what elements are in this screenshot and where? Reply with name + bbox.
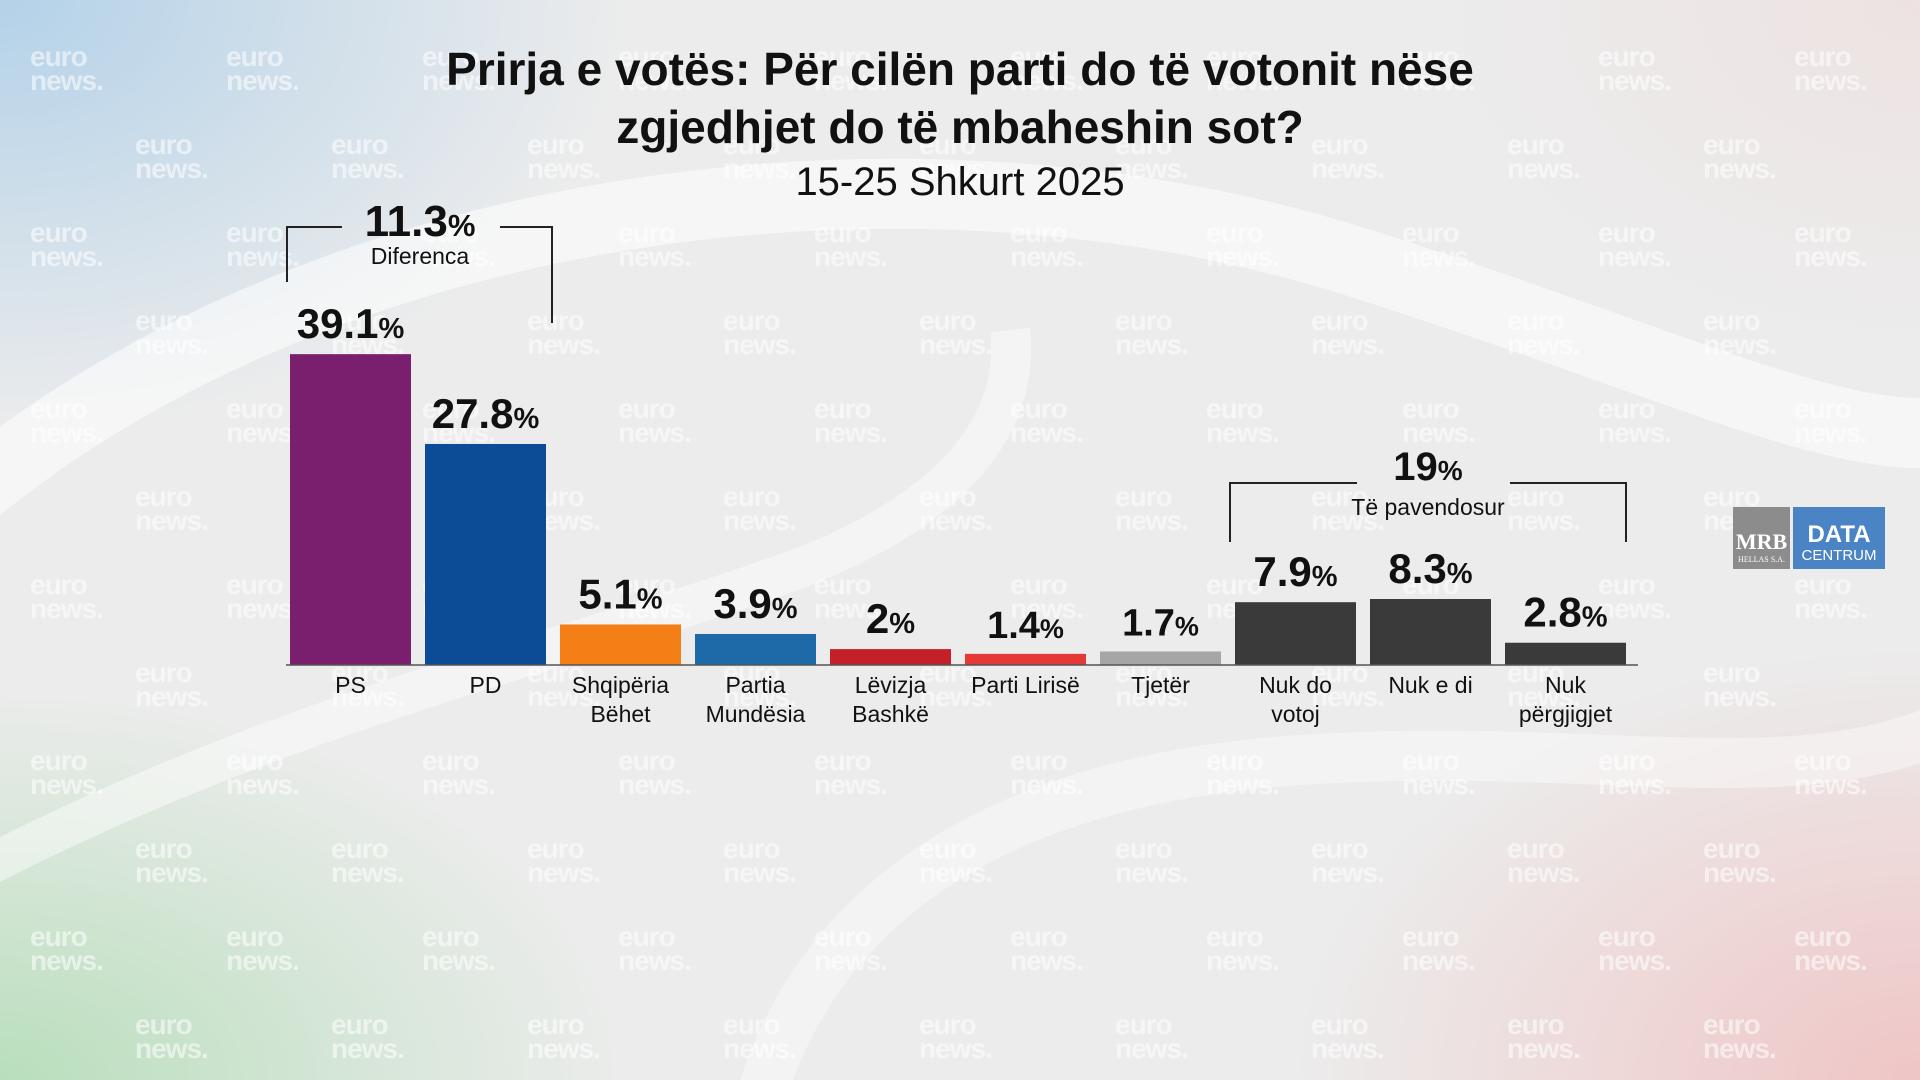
category-label: Parti Lirisë (971, 672, 1080, 698)
mrb-logo-text: MRB (1735, 529, 1788, 554)
bar (560, 624, 681, 665)
category-label: Nuk e di (1388, 672, 1472, 698)
data-centrum-logo-subtext: CENTRUM (1801, 547, 1877, 564)
bar (1235, 602, 1356, 665)
data-centrum-logo: DATA CENTRUM (1793, 507, 1885, 569)
bar (1370, 599, 1491, 665)
data-label: 39.1% (297, 300, 405, 347)
category-label: Tjetër (1131, 672, 1190, 698)
undecided-value: 19% (1393, 445, 1463, 489)
category-label: Bëhet (590, 701, 651, 727)
bar (830, 649, 951, 665)
undecided-bracket (1229, 482, 1627, 542)
data-label: 2.8% (1523, 589, 1607, 636)
bar (290, 354, 411, 665)
data-centrum-logo-text: DATA (1807, 521, 1871, 548)
bar (695, 633, 816, 665)
difference-label: Diferenca (371, 243, 470, 269)
bar (1505, 642, 1626, 665)
category-label: Shqipëria (572, 672, 669, 698)
mrb-logo-subtext: HELLAS S.A. (1738, 555, 1785, 564)
category-label: Nuk (1545, 672, 1586, 698)
data-label: 2% (866, 595, 915, 642)
mrb-logo: MRB HELLAS S.A. (1733, 507, 1790, 569)
category-label: votoj (1271, 701, 1320, 727)
category-label: PD (470, 672, 502, 698)
bar (1100, 651, 1221, 665)
difference-bracket (286, 226, 553, 323)
data-label: 3.9% (713, 580, 797, 627)
bar (425, 443, 546, 665)
category-label: Nuk do (1259, 672, 1332, 698)
category-label: përgjigjet (1519, 701, 1613, 727)
chart-subtitle: 15-25 Shkurt 2025 (795, 160, 1125, 204)
category-label: PS (335, 672, 366, 698)
data-label: 1.7% (1122, 602, 1199, 644)
chart-title-line-1: Prirja e votës: Për cilën parti do të vo… (446, 43, 1474, 95)
chart-title-line-2: zgjedhjet do të mbaheshin sot? (616, 101, 1304, 153)
bar (965, 653, 1086, 665)
data-label: 8.3% (1388, 545, 1472, 592)
category-label: Mundësia (706, 701, 806, 727)
data-label: 27.8% (432, 390, 540, 437)
difference-value: 11.3% (365, 197, 476, 246)
undecided-label: Të pavendosur (1351, 494, 1505, 520)
category-label: Partia (725, 672, 785, 698)
category-label: Bashkë (852, 701, 929, 727)
data-label: 7.9% (1253, 548, 1337, 595)
category-label: Lëvizja (855, 672, 927, 698)
data-label: 1.4% (987, 605, 1064, 647)
data-label: 5.1% (578, 570, 662, 617)
